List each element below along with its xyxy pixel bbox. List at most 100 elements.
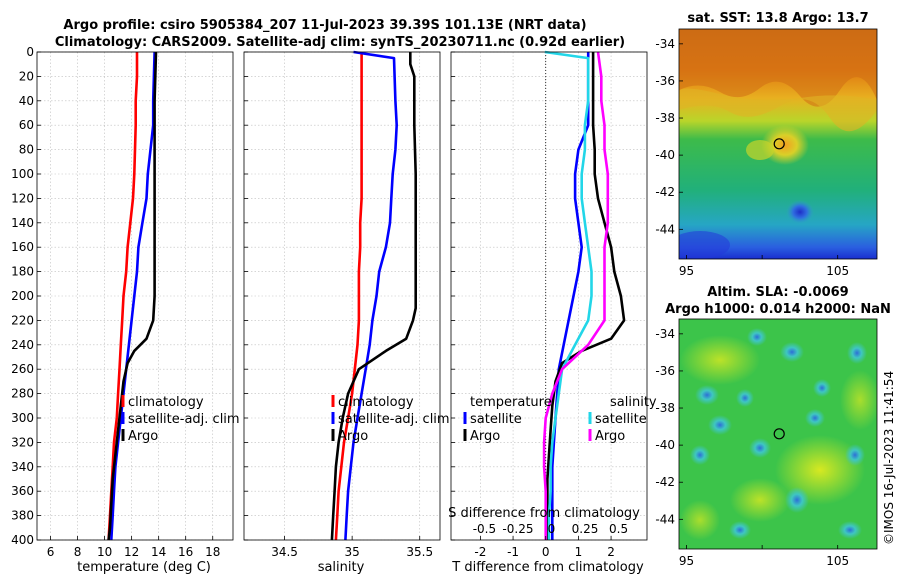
legend-label-argo: Argo	[128, 429, 158, 444]
x-tick-label: 2	[607, 545, 615, 559]
map-y-tick-label: -42	[655, 185, 675, 199]
series-line-salinity-satellite	[544, 50, 593, 540]
x-tick-label: 12	[124, 545, 139, 559]
y-tick-label: 20	[19, 69, 34, 83]
y-tick-label: 60	[19, 118, 34, 132]
legend-label-satellite: satellite-adj. clim	[338, 412, 450, 427]
map-y-tick-label: -36	[655, 364, 675, 378]
y-tick-label: 240	[11, 338, 34, 352]
x-tick-label: 34.5	[271, 545, 298, 559]
y-tick-label: 260	[11, 362, 34, 376]
temperature-xlabel: temperature (deg C)	[77, 560, 211, 575]
x-tick-label: 35	[344, 545, 359, 559]
series-line-salinity-argo	[542, 51, 610, 540]
map-x-tick-label: 95	[679, 264, 694, 278]
y-tick-label: 120	[11, 191, 34, 205]
map-x-tick-label: 105	[826, 264, 849, 278]
s-tick-label: -0.5	[473, 522, 496, 536]
difference-legend: temperature satellite Argo salinity sate…	[463, 395, 657, 444]
series-line-satellite-adj-clim	[344, 50, 398, 541]
temperature-legend: climatology satellite-adj. clim Argo	[121, 395, 240, 444]
legend-heading-temperature: temperature	[470, 395, 552, 410]
s-tick-label: -0.25	[502, 522, 533, 536]
difference-xlabel: T difference from climatology	[451, 560, 644, 575]
y-tick-label: 200	[11, 289, 34, 303]
x-tick-label: 35.5	[406, 545, 433, 559]
sst-map-axes: -34 -36 -38 -40 -42 -44 95 105	[655, 37, 849, 278]
x-tick-label: 18	[205, 545, 220, 559]
temperature-profile-panel: 6 8 10 12 14 16 180204060801001201401601802002…	[11, 45, 234, 559]
map-y-tick-label: -38	[655, 401, 675, 415]
sla-map-subtitle: Argo h1000: 0.014 h2000: NaN	[665, 302, 891, 317]
x-tick-label: 8	[74, 545, 82, 559]
imos-credit: ©IMOS 16-Jul-2023 11:41:54	[882, 371, 896, 545]
sla-map-title: Altim. SLA: -0.0069	[707, 285, 848, 300]
sla-map-image	[679, 319, 877, 549]
x-tick-label: 6	[47, 545, 55, 559]
y-tick-label: 40	[19, 94, 34, 108]
map-y-tick-label: -36	[655, 74, 675, 88]
s-difference-ticks: -0.5 -0.25 0 0.25 0.5	[473, 522, 628, 536]
figure-title-line1: Argo profile: csiro 5905384_207 11-Jul-2…	[63, 18, 586, 33]
map-y-tick-label: -44	[655, 222, 675, 236]
legend-label-temp-argo: Argo	[470, 429, 500, 444]
x-tick-label: 14	[151, 545, 166, 559]
y-tick-label: 320	[11, 435, 34, 449]
y-tick-label: 180	[11, 265, 34, 279]
legend-label-satellite: satellite-adj. clim	[128, 412, 240, 427]
s-tick-label: 0.25	[572, 522, 599, 536]
series-line-satellite-adj-clim	[110, 51, 156, 541]
y-tick-label: 400	[11, 533, 34, 547]
y-tick-label: 280	[11, 387, 34, 401]
map-y-tick-label: -42	[655, 475, 675, 489]
y-tick-label: 0	[26, 45, 34, 59]
sla-map-axes: -34 -36 -38 -40 -42 -44 95 105	[655, 327, 849, 568]
s-tick-label: 0	[548, 522, 556, 536]
map-y-tick-label: -44	[655, 512, 675, 526]
x-tick-label: -2	[474, 545, 486, 559]
x-tick-label: 16	[178, 545, 193, 559]
argo-location-marker-sla	[773, 428, 785, 440]
salinity-legend: climatology satellite-adj. clim Argo	[331, 395, 450, 444]
map-y-tick-label: -34	[655, 37, 675, 51]
legend-label-sal-argo: Argo	[595, 429, 625, 444]
y-tick-label: 100	[11, 167, 34, 181]
x-tick-label: -1	[507, 545, 519, 559]
series-line-argo	[330, 52, 417, 541]
argo-location-marker-sst	[773, 138, 785, 150]
y-tick-label: 300	[11, 411, 34, 425]
map-x-tick-label: 95	[679, 554, 694, 568]
series-line-temperature-argo	[546, 52, 626, 540]
map-x-tick-label: 105	[826, 554, 849, 568]
x-tick-label: 10	[97, 545, 112, 559]
series-line-argo	[107, 51, 158, 541]
y-tick-label: 340	[11, 460, 34, 474]
map-y-tick-label: -34	[655, 327, 675, 341]
sst-map-title: sat. SST: 13.8 Argo: 13.7	[687, 11, 868, 26]
x-tick-label: 0	[542, 545, 550, 559]
y-tick-label: 140	[11, 216, 34, 230]
y-tick-label: 220	[11, 313, 34, 327]
difference-profile-panel: -2 -1 0 1 2	[450, 50, 648, 559]
legend-heading-salinity: salinity	[610, 395, 657, 410]
series-line-climatology	[334, 52, 363, 541]
legend-label-climatology: climatology	[338, 395, 414, 410]
figure-title-line2: Climatology: CARS2009. Satellite-adj cli…	[55, 35, 625, 50]
legend-label-temp-satellite: satellite	[470, 412, 522, 427]
map-y-tick-label: -40	[655, 438, 675, 452]
salinity-xlabel: salinity	[318, 560, 365, 575]
legend-label-argo: Argo	[338, 429, 368, 444]
map-y-tick-label: -38	[655, 111, 675, 125]
y-tick-label: 80	[19, 143, 34, 157]
legend-label-climatology: climatology	[128, 395, 204, 410]
map-y-tick-label: -40	[655, 148, 675, 162]
s-difference-axis-label: S difference from climatology	[448, 506, 640, 521]
legend-label-sal-satellite: satellite	[595, 412, 647, 427]
y-tick-label: 160	[11, 240, 34, 254]
salinity-profile-panel: 34.5 35 35.5	[243, 50, 441, 559]
x-tick-label: 1	[575, 545, 583, 559]
s-tick-label: 0.5	[609, 522, 628, 536]
sst-map-image	[679, 29, 877, 259]
y-tick-label: 360	[11, 484, 34, 498]
